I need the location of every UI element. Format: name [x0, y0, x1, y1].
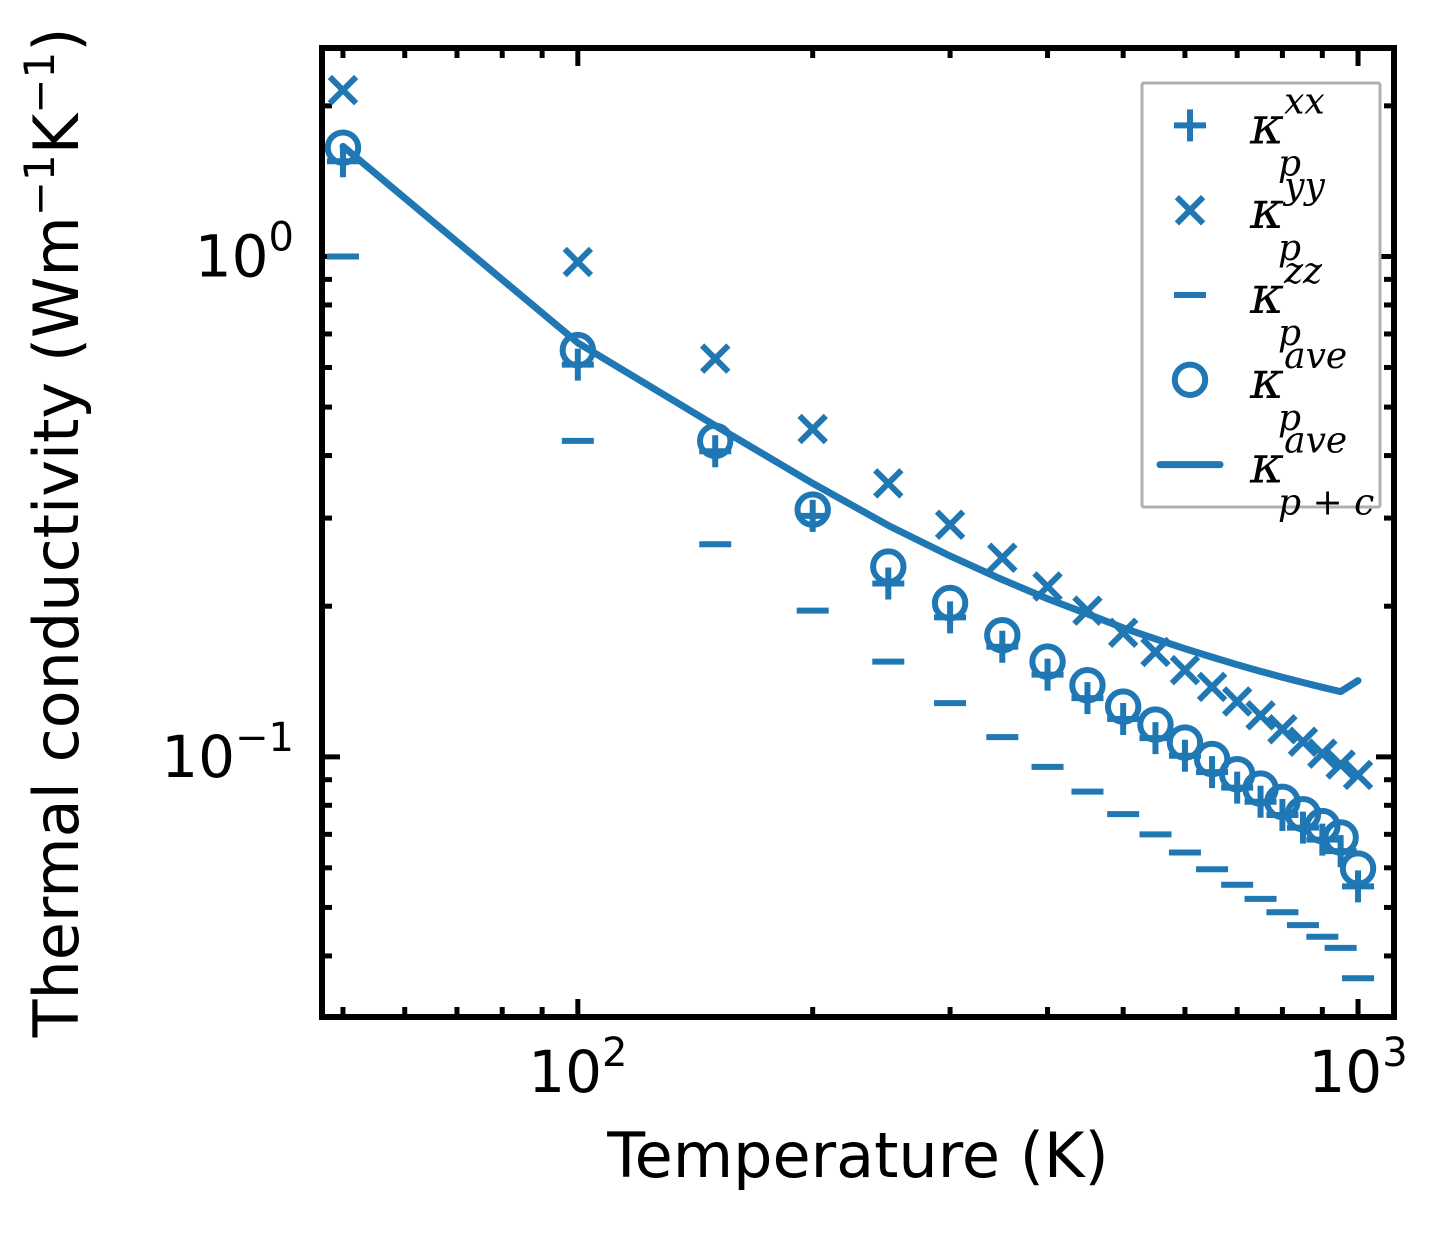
data-series-layer	[324, 74, 1377, 982]
marker-circle	[324, 129, 362, 166]
x-axis-label: Temperature (K)	[606, 1119, 1108, 1192]
legend-label: κxx p	[1249, 81, 1325, 184]
marker-x	[327, 74, 359, 106]
marker-x	[797, 413, 828, 445]
marker-x	[1307, 738, 1338, 769]
legend-label: κzz p	[1249, 251, 1323, 354]
marker-circle	[870, 548, 907, 585]
marker-x	[1325, 749, 1356, 780]
axis-labels-layer: Temperature (K) Thermal conductivity (Wm−…	[15, 28, 1109, 1192]
legend-label: κave p	[1249, 336, 1347, 439]
marker-x	[1196, 671, 1228, 703]
marker-circle	[1069, 667, 1106, 704]
legend-label: κave p + c	[1249, 421, 1374, 524]
marker-circle	[984, 617, 1021, 654]
marker-x	[1174, 194, 1206, 226]
marker-x	[1221, 686, 1253, 717]
legend-label: κyy p	[1249, 166, 1325, 269]
y-tick-label: 100	[195, 214, 294, 290]
marker-x	[934, 509, 966, 540]
marker-circle	[1171, 361, 1209, 398]
marker-x	[562, 246, 594, 278]
marker-circle	[1029, 643, 1066, 680]
legend-item-kappa_p_plus_c_ave: κave p + c	[1156, 421, 1374, 524]
y-axis-label: Thermal conductivity (Wm−1K−1)	[15, 28, 93, 1039]
series-kappa_p_plus_c_ave	[339, 142, 1362, 696]
marker-x	[1245, 700, 1276, 731]
legend-item-kappa_p_ave: κave p	[1171, 336, 1347, 439]
x-tick-label: 103	[1308, 1030, 1407, 1106]
legend-item-kappa_p_yy: κyy p	[1174, 166, 1325, 269]
series-kappa_p_ave	[324, 129, 1377, 887]
series-curve	[339, 142, 1362, 696]
marker-x	[873, 468, 904, 499]
marker-x	[1287, 726, 1319, 757]
marker-x	[1267, 714, 1298, 745]
marker-circle	[931, 584, 969, 622]
marker-circle	[1104, 688, 1142, 725]
marker-x	[987, 542, 1018, 573]
marker-x	[699, 343, 731, 374]
marker-x	[1342, 759, 1374, 791]
x-tick-label: 102	[528, 1030, 627, 1106]
series-kappa_p_zz	[326, 253, 1375, 982]
marker-circle	[794, 491, 831, 528]
marker-circle	[1339, 850, 1377, 887]
marker-circle	[1137, 706, 1174, 743]
series-kappa_p_yy	[327, 74, 1374, 791]
marker-x	[1169, 654, 1201, 686]
axes-spines	[319, 45, 1397, 1020]
marker-circle	[1166, 724, 1204, 761]
legend-frame	[1140, 81, 1382, 509]
legend-item-kappa_p_xx: κxx p	[1174, 81, 1325, 184]
marker-circle	[1322, 819, 1359, 856]
legend-item-kappa_p_zz: κzz p	[1174, 251, 1323, 354]
marker-x	[1107, 617, 1139, 648]
y-tick-label: 10−1	[161, 715, 294, 791]
marker-circle	[1304, 807, 1341, 845]
tick-labels-layer: 102 103 100 10−1	[161, 214, 1407, 1106]
axes-frame	[319, 45, 1397, 1020]
